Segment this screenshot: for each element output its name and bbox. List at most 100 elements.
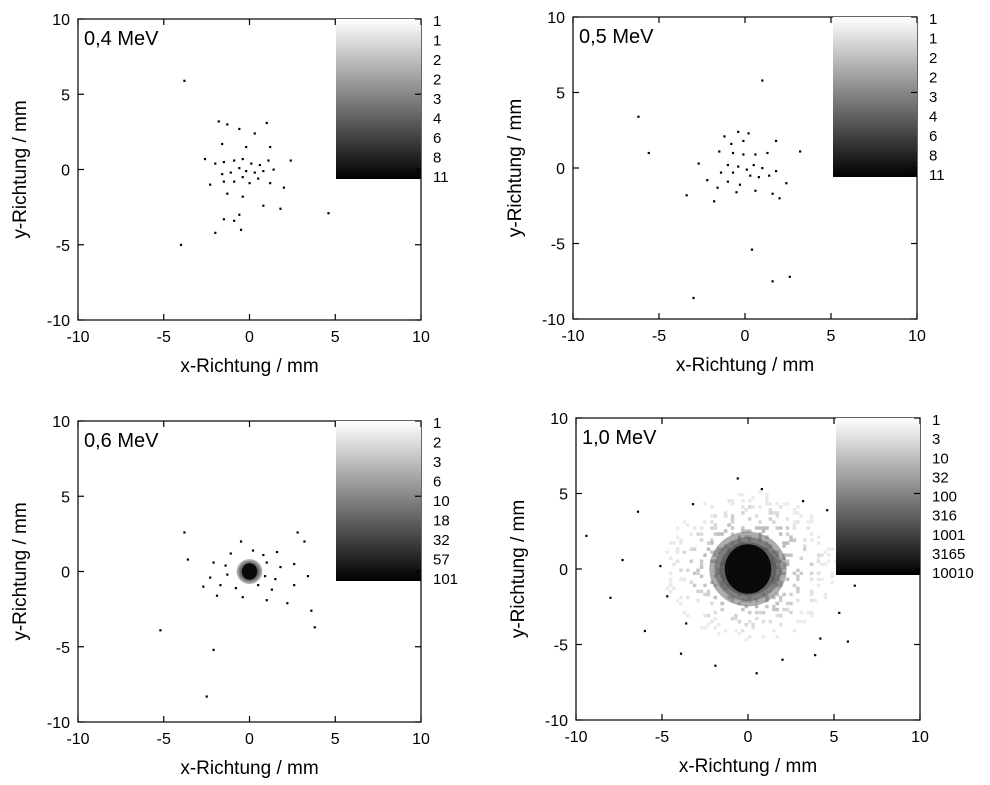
colorbar-label: 3	[929, 89, 937, 106]
halo-cell	[782, 502, 786, 506]
halo-cell	[792, 538, 797, 542]
halo-cell	[772, 628, 776, 633]
halo-cell	[806, 526, 810, 530]
x-tick-label: 0	[245, 731, 254, 748]
x-tick-label: -5	[655, 729, 669, 746]
halo-cell	[703, 625, 707, 630]
halo-cell	[765, 502, 769, 506]
data-point	[853, 584, 856, 587]
x-tick-label: -10	[561, 328, 584, 345]
halo-cell	[796, 511, 800, 515]
panel-title: 1,0 MeV	[582, 427, 657, 449]
y-tick-label: -5	[56, 640, 70, 657]
data-point	[262, 553, 265, 557]
data-point	[659, 564, 662, 568]
data-point	[760, 487, 763, 491]
halo-cell	[713, 532, 718, 536]
data-point	[241, 176, 244, 179]
halo-cell	[754, 604, 759, 609]
chart-panel-1-0-mev: 1 3 10 32 100 316 1001 3165 10010 -10 -5 0 5 10 -10 -5 0…	[508, 411, 974, 777]
data-point	[226, 192, 229, 195]
data-point	[238, 213, 241, 216]
data-point	[269, 182, 272, 185]
halo-cell	[775, 514, 779, 518]
y-tick-label: 10	[52, 414, 70, 431]
colorbar	[836, 418, 920, 575]
data-point	[643, 629, 646, 633]
halo-cell	[672, 562, 676, 566]
halo-cell	[809, 520, 814, 524]
halo-cell	[792, 526, 797, 530]
colorbar-label: 4	[433, 111, 441, 128]
y-tick-label: 0	[559, 562, 568, 579]
colorbar-label: 2	[433, 435, 441, 452]
x-tick-label: 0	[245, 329, 254, 346]
data-point	[222, 180, 225, 183]
halo-cell	[717, 632, 721, 636]
x-axis-label: x-Richtung / mm	[180, 356, 318, 377]
data-point	[183, 531, 186, 534]
halo-cell	[741, 499, 745, 503]
halo-cell	[679, 601, 683, 606]
data-point	[745, 168, 748, 171]
halo-cell	[710, 505, 714, 509]
data-point	[250, 162, 253, 165]
halo-cell	[741, 493, 745, 497]
colorbar-label: 1	[932, 412, 940, 429]
data-point	[737, 130, 740, 133]
colorbar-label: 57	[433, 552, 450, 569]
chart-panel-0-6-mev: 1 2 3 6 10 18 32 57 101 -10 -5 0 5 10 -10 -5 0 5 10 x-Richt…	[10, 414, 458, 779]
halo-cell	[789, 610, 793, 615]
data-point	[269, 145, 272, 149]
data-point	[774, 170, 778, 173]
data-point	[747, 132, 750, 135]
halo-cell	[789, 553, 793, 557]
halo-cell	[775, 613, 779, 618]
halo-cell	[816, 577, 821, 582]
halo-cell	[668, 583, 673, 588]
halo-cell	[754, 616, 759, 621]
halo-cell	[675, 535, 680, 539]
data-point	[279, 207, 282, 210]
x-tick-label: -10	[66, 329, 89, 346]
data-point	[221, 142, 224, 146]
halo-cell	[710, 550, 714, 554]
halo-cell	[772, 595, 776, 600]
data-point	[666, 595, 669, 598]
x-tick-label: 5	[331, 731, 340, 748]
halo-cell	[723, 628, 728, 633]
colorbar-label: 3	[932, 431, 940, 448]
halo-cell	[713, 523, 718, 527]
halo-cell	[675, 547, 680, 551]
data-point	[637, 115, 640, 118]
halo-cell	[754, 514, 759, 518]
x-tick-label: -5	[652, 328, 666, 345]
halo-cell	[792, 628, 797, 633]
halo-cell	[782, 553, 786, 557]
data-point	[738, 183, 742, 186]
halo-cell	[699, 526, 704, 530]
colorbar-label: 101	[433, 571, 458, 588]
data-point	[159, 629, 162, 632]
data-point	[771, 192, 774, 195]
halo-cell	[772, 607, 776, 612]
halo-cell	[809, 538, 814, 542]
halo-cell	[830, 580, 834, 585]
halo-cell	[806, 610, 810, 615]
y-tick-label: 10	[550, 411, 568, 428]
halo-cell	[682, 520, 687, 524]
data-point	[209, 576, 212, 579]
data-point	[226, 123, 229, 126]
data-point	[257, 177, 260, 180]
data-point	[736, 477, 739, 480]
halo-cell	[792, 508, 797, 512]
halo-cell	[744, 622, 748, 627]
halo-cell	[682, 610, 687, 615]
halo-cell	[672, 541, 676, 545]
data-point	[755, 672, 758, 675]
halo-cell	[706, 622, 711, 627]
halo-cell	[775, 607, 779, 612]
x-tick-label: 5	[331, 329, 340, 346]
halo-cell	[703, 583, 707, 588]
